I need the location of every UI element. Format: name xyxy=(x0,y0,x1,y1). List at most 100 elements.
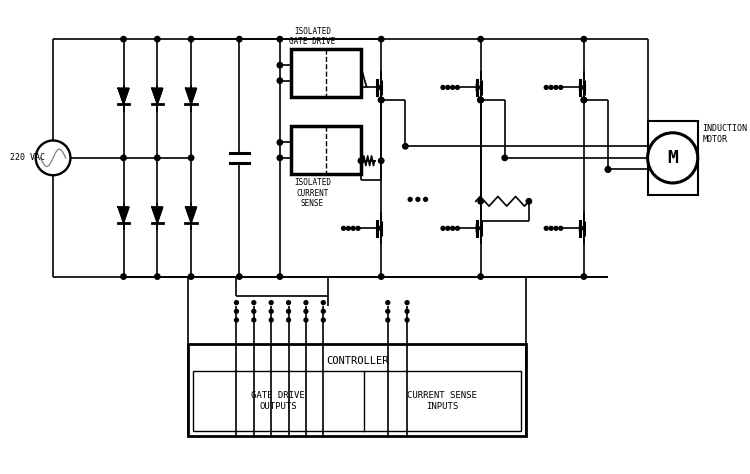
Circle shape xyxy=(386,318,390,322)
Circle shape xyxy=(351,227,355,230)
Circle shape xyxy=(188,155,194,161)
Circle shape xyxy=(321,301,326,305)
Polygon shape xyxy=(376,225,381,232)
Circle shape xyxy=(379,158,384,164)
Circle shape xyxy=(252,318,256,322)
Polygon shape xyxy=(152,207,163,222)
Circle shape xyxy=(451,85,454,89)
Text: MOTOR: MOTOR xyxy=(703,135,727,144)
Circle shape xyxy=(581,36,586,42)
Circle shape xyxy=(286,318,290,322)
Polygon shape xyxy=(580,84,584,91)
Circle shape xyxy=(386,310,390,313)
Circle shape xyxy=(304,310,307,313)
Circle shape xyxy=(379,97,384,103)
Polygon shape xyxy=(118,207,129,222)
Circle shape xyxy=(405,310,409,313)
Circle shape xyxy=(478,36,483,42)
Bar xyxy=(188,344,526,436)
Circle shape xyxy=(278,155,283,161)
Circle shape xyxy=(278,63,283,68)
Circle shape xyxy=(544,227,548,230)
Circle shape xyxy=(581,97,586,103)
Circle shape xyxy=(286,310,290,313)
Polygon shape xyxy=(580,225,584,232)
Circle shape xyxy=(544,85,548,89)
Circle shape xyxy=(379,274,384,279)
Circle shape xyxy=(188,36,194,42)
Circle shape xyxy=(441,227,445,230)
Circle shape xyxy=(252,301,256,305)
Circle shape xyxy=(379,36,384,42)
Circle shape xyxy=(278,78,283,83)
Circle shape xyxy=(286,301,290,305)
Circle shape xyxy=(235,318,238,322)
Circle shape xyxy=(386,301,390,305)
Circle shape xyxy=(252,310,256,313)
Circle shape xyxy=(342,227,346,230)
Circle shape xyxy=(278,274,283,279)
Circle shape xyxy=(605,167,610,172)
Circle shape xyxy=(451,227,454,230)
Circle shape xyxy=(408,198,412,201)
Circle shape xyxy=(235,301,238,305)
Polygon shape xyxy=(186,88,196,104)
Polygon shape xyxy=(118,88,129,104)
Polygon shape xyxy=(476,225,481,232)
Bar xyxy=(292,49,361,97)
Circle shape xyxy=(121,36,126,42)
Circle shape xyxy=(188,274,194,279)
Circle shape xyxy=(446,227,450,230)
Circle shape xyxy=(455,85,460,89)
Circle shape xyxy=(581,97,586,103)
Polygon shape xyxy=(152,88,163,104)
Circle shape xyxy=(269,301,273,305)
Polygon shape xyxy=(476,84,481,91)
Circle shape xyxy=(455,227,460,230)
Circle shape xyxy=(403,144,408,149)
Circle shape xyxy=(559,227,562,230)
Circle shape xyxy=(154,155,160,161)
Polygon shape xyxy=(186,207,196,222)
Circle shape xyxy=(304,318,307,322)
Circle shape xyxy=(559,85,562,89)
Circle shape xyxy=(278,36,283,42)
Circle shape xyxy=(356,227,360,230)
Circle shape xyxy=(235,310,238,313)
Circle shape xyxy=(549,85,553,89)
Circle shape xyxy=(478,274,483,279)
Circle shape xyxy=(478,97,483,103)
Bar xyxy=(647,121,698,194)
Circle shape xyxy=(304,301,307,305)
Circle shape xyxy=(269,318,273,322)
Text: INDUCTION: INDUCTION xyxy=(703,124,748,133)
Circle shape xyxy=(121,274,126,279)
Text: M: M xyxy=(668,149,678,167)
Text: GATE DRIVE
OUTPUTS: GATE DRIVE OUTPUTS xyxy=(251,392,305,411)
Text: 220 VAC: 220 VAC xyxy=(10,154,45,163)
Circle shape xyxy=(424,198,427,201)
Circle shape xyxy=(554,227,558,230)
Bar xyxy=(292,126,361,174)
Circle shape xyxy=(237,274,242,279)
Circle shape xyxy=(478,97,483,103)
Circle shape xyxy=(605,167,610,172)
Circle shape xyxy=(358,158,364,164)
Circle shape xyxy=(446,85,450,89)
Circle shape xyxy=(269,310,273,313)
Bar xyxy=(193,372,521,431)
Polygon shape xyxy=(376,84,381,91)
Circle shape xyxy=(416,198,420,201)
Circle shape xyxy=(526,199,532,204)
Circle shape xyxy=(278,140,283,145)
Text: ISOLATED
CURRENT
SENSE: ISOLATED CURRENT SENSE xyxy=(294,178,331,208)
Circle shape xyxy=(121,155,126,161)
Text: ISOLATED
GATE DRIVE: ISOLATED GATE DRIVE xyxy=(290,27,335,46)
Circle shape xyxy=(478,97,483,103)
Circle shape xyxy=(321,310,326,313)
Text: CONTROLLER: CONTROLLER xyxy=(326,356,388,365)
Circle shape xyxy=(154,274,160,279)
Circle shape xyxy=(441,85,445,89)
Circle shape xyxy=(549,227,553,230)
Circle shape xyxy=(405,301,409,305)
